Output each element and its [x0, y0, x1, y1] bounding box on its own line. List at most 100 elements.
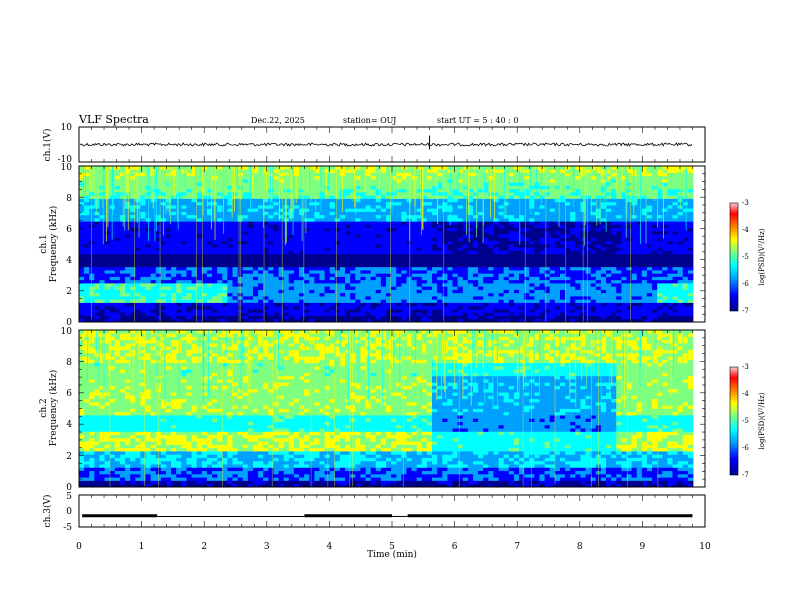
spectrogram-cell	[488, 185, 494, 190]
spectrogram-cell	[452, 244, 459, 248]
spectrogram-cell	[462, 292, 469, 297]
spectrogram-cell	[478, 185, 484, 190]
spectrogram-cell	[191, 279, 198, 284]
spectrogram-cell	[396, 299, 402, 303]
spectrogram-cell	[232, 175, 239, 180]
spectrogram-cell	[268, 257, 274, 261]
spectrogram-cell	[268, 296, 274, 300]
spectrogram-cell	[89, 231, 95, 235]
spectrogram-cell	[432, 185, 438, 190]
spectrogram-cell	[350, 263, 356, 268]
spectrogram-cell	[503, 253, 510, 258]
spectrogram-cell	[314, 302, 320, 307]
spectrogram-cell	[191, 198, 198, 203]
spectrogram-cell	[299, 247, 305, 251]
spectrogram-cell	[391, 250, 397, 255]
spectrogram-cell	[232, 253, 239, 258]
spectrogram-cell	[416, 315, 423, 320]
spectrogram-cell	[437, 283, 443, 287]
spectrogram-cell	[201, 221, 208, 225]
spectrogram-cell	[488, 283, 494, 287]
spectrogram-cell	[247, 296, 254, 300]
spectrogram-cell	[462, 224, 469, 229]
spectrogram-cell	[513, 250, 520, 255]
spectrogram-cell	[508, 302, 515, 307]
spectrogram-cell	[565, 305, 571, 310]
spectrogram-cell	[324, 318, 331, 323]
spectrogram-cell	[176, 276, 182, 281]
spectrogram-cell	[421, 247, 428, 251]
spectrogram-cell	[242, 224, 249, 229]
spectrogram-cell	[350, 240, 356, 245]
spectrogram-cell	[426, 276, 433, 281]
spectrogram-cell	[242, 283, 249, 287]
spectrogram-cell	[462, 250, 469, 255]
spectrogram-cell	[119, 318, 126, 323]
spectrogram-cell	[370, 266, 377, 271]
spectrogram-cell	[493, 240, 499, 245]
spectrogram-cell	[549, 309, 556, 313]
spectrogram-cell	[140, 227, 146, 232]
spectrogram-cell	[391, 188, 397, 193]
spectrogram-cell	[539, 240, 546, 245]
spectrogram-cell	[421, 172, 428, 177]
spectrogram-cell	[391, 201, 397, 206]
spectrogram-cell	[585, 263, 592, 268]
spectrogram-cell	[268, 260, 274, 264]
spectrogram-cell	[554, 227, 561, 232]
spectrogram-cell	[478, 211, 484, 216]
spectrogram-cell	[319, 192, 325, 196]
spectrogram-cell	[396, 198, 402, 203]
spectrogram-cell	[119, 185, 126, 190]
spectrogram-cell	[416, 260, 423, 264]
spectrogram-cell	[513, 286, 520, 290]
spectrogram-cell	[304, 179, 310, 183]
spectrogram-cell	[84, 208, 90, 212]
spectrogram-cell	[278, 182, 285, 186]
spectrogram-cell	[109, 250, 116, 255]
spectrogram-cell	[529, 299, 535, 303]
spectrogram-cell	[242, 305, 249, 310]
spectrogram-cell	[447, 250, 453, 255]
spectrogram-cell	[493, 257, 499, 261]
spectrogram-cell	[513, 276, 520, 281]
spectrogram-cell	[165, 244, 172, 248]
spectrogram-cell	[421, 218, 428, 222]
spectrogram-cell	[508, 309, 515, 313]
spectrogram-cell	[498, 260, 505, 264]
spectrogram-cell	[396, 273, 402, 277]
spectrogram-cell	[283, 283, 290, 287]
spectrogram-cell	[508, 214, 515, 219]
spectrogram-cell	[380, 201, 387, 206]
spectrogram-cell	[595, 315, 602, 320]
spectrogram-cell	[314, 289, 320, 294]
spectrogram-cell	[99, 263, 105, 268]
spectrogram-cell	[375, 201, 382, 206]
spectrogram-cell	[165, 309, 172, 313]
spectrogram-cell	[554, 279, 561, 284]
spectrogram-cell	[411, 192, 418, 196]
spectrogram-cell	[145, 273, 152, 277]
spectrogram-cell	[181, 208, 187, 212]
spectrogram-cell	[370, 214, 377, 219]
spectrogram-cell	[437, 266, 443, 271]
spectrogram-cell	[186, 312, 192, 316]
spectrogram-cell	[109, 244, 116, 248]
spectrogram-cell	[488, 302, 494, 307]
spectrogram-cell	[160, 312, 167, 316]
spectrogram-cell	[575, 286, 581, 290]
spectrogram-cell	[421, 237, 428, 242]
spectrogram-cell	[176, 169, 182, 173]
spectrogram-cell	[329, 218, 336, 222]
spectrogram-cell	[447, 247, 453, 251]
spectrogram-cell	[186, 266, 192, 271]
spectrogram-cell	[534, 234, 540, 238]
spectrogram-cell	[590, 257, 597, 261]
spectrogram-cell	[196, 166, 203, 170]
spectrogram-cell	[314, 276, 320, 281]
spectrogram-cell	[324, 296, 331, 300]
spectrogram-cell	[386, 214, 392, 219]
spectrogram-cell	[488, 221, 494, 225]
spectrogram-cell	[544, 221, 551, 225]
spectrogram-cell	[89, 289, 95, 294]
